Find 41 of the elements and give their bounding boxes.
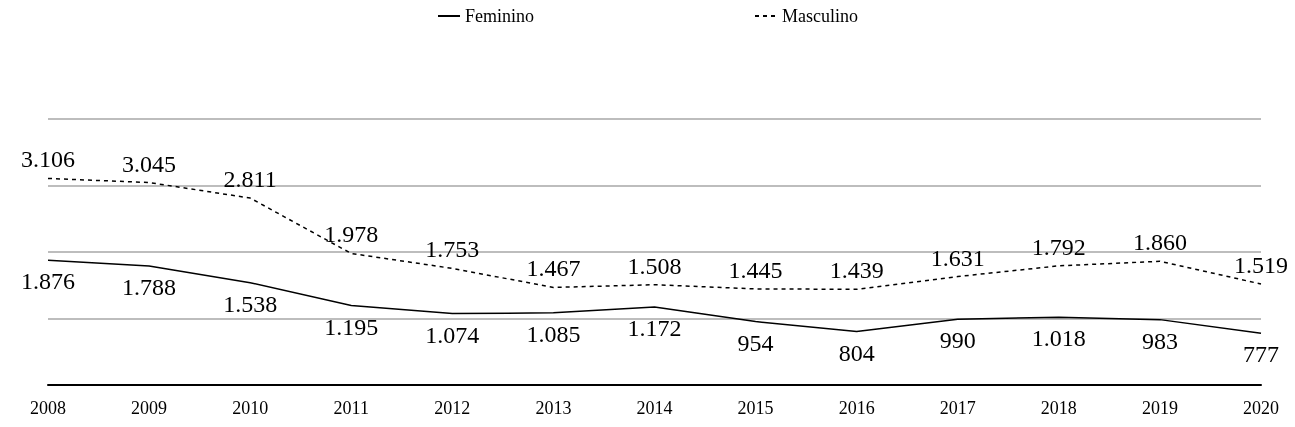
data-label: 990 [939, 327, 976, 354]
x-tick-label: 2013 [535, 398, 572, 418]
data-label: 1.508 [627, 252, 682, 279]
data-label: 954 [737, 329, 774, 356]
data-label: 1.631 [930, 244, 985, 271]
data-label: 804 [838, 339, 875, 366]
legend-label: Masculino [782, 6, 859, 26]
x-tick-label: 2018 [1040, 398, 1077, 418]
x-tick-label: 2017 [939, 398, 976, 418]
x-tick-label: 2009 [131, 398, 168, 418]
x-tick-label: 2008 [30, 398, 66, 418]
data-label: 1.788 [122, 274, 177, 301]
x-tick-label: 2010 [232, 398, 269, 418]
x-tick-label: 2011 [333, 398, 369, 418]
data-label: 1.467 [526, 255, 581, 282]
data-label: 1.439 [829, 257, 884, 284]
data-label: 1.519 [1234, 251, 1288, 278]
data-label: 1.978 [324, 221, 379, 248]
data-label: 1.860 [1132, 229, 1187, 256]
data-label: 1.085 [526, 320, 581, 347]
data-label: 983 [1141, 327, 1178, 354]
data-label: 2.811 [223, 166, 277, 193]
x-tick-label: 2015 [737, 398, 774, 418]
data-label: 1.018 [1031, 325, 1086, 352]
data-label: 1.792 [1031, 233, 1086, 260]
x-tick-label: 2020 [1243, 398, 1279, 418]
data-label: 1.876 [21, 268, 75, 295]
x-tick-label: 2014 [636, 398, 673, 418]
data-label: 1.074 [425, 321, 480, 348]
data-label: 777 [1243, 341, 1279, 368]
data-label: 1.538 [223, 290, 278, 317]
data-label: 1.445 [728, 256, 783, 283]
x-tick-label: 2019 [1141, 398, 1178, 418]
data-label: 1.753 [425, 236, 480, 263]
data-label: 3.045 [122, 150, 177, 177]
data-label: 1.172 [627, 315, 682, 342]
legend-label: Feminino [465, 6, 535, 26]
data-label: 1.195 [324, 313, 379, 340]
x-tick-label: 2012 [434, 398, 471, 418]
data-label: 3.106 [21, 146, 75, 173]
x-tick-label: 2016 [838, 398, 875, 418]
